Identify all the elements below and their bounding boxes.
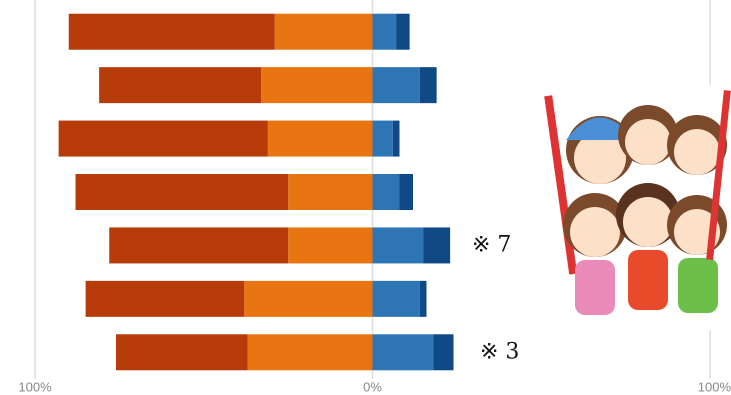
bar-segment	[85, 280, 245, 317]
x-tick-label: 0%	[363, 379, 382, 394]
bar-segment	[68, 13, 275, 50]
bar-segment	[99, 67, 262, 104]
bar-segment	[58, 120, 268, 157]
bar-segment	[433, 334, 454, 371]
bar-segment	[423, 227, 451, 264]
bar-segment	[396, 13, 410, 50]
bar-segment	[372, 334, 434, 371]
bar-segment	[288, 174, 373, 210]
bar-segment	[419, 67, 437, 104]
bar-segment	[288, 227, 373, 264]
x-tick-label: 100%	[18, 379, 52, 394]
bar-segment	[372, 13, 397, 50]
bar-segment	[267, 120, 373, 157]
annotation: ※ 7	[472, 232, 511, 257]
illustration	[544, 85, 731, 330]
bar-segment	[372, 174, 400, 210]
bar-segment	[399, 174, 413, 210]
bar-segment	[274, 13, 373, 50]
bar-segment	[75, 174, 289, 210]
bar-segment	[372, 120, 393, 157]
bar-segment	[372, 280, 420, 317]
bar-segment	[244, 280, 373, 317]
x-tick-label: 100%	[698, 379, 731, 394]
bar-segment	[392, 120, 400, 157]
bar-segment	[247, 334, 373, 371]
bar-segment	[419, 280, 427, 317]
annotation: ※ 3	[480, 339, 519, 364]
bar-segment	[109, 227, 289, 264]
bar-segment	[116, 334, 248, 371]
bar-segment	[261, 67, 373, 104]
bar-segment	[372, 67, 420, 104]
bar-segment	[372, 227, 424, 264]
